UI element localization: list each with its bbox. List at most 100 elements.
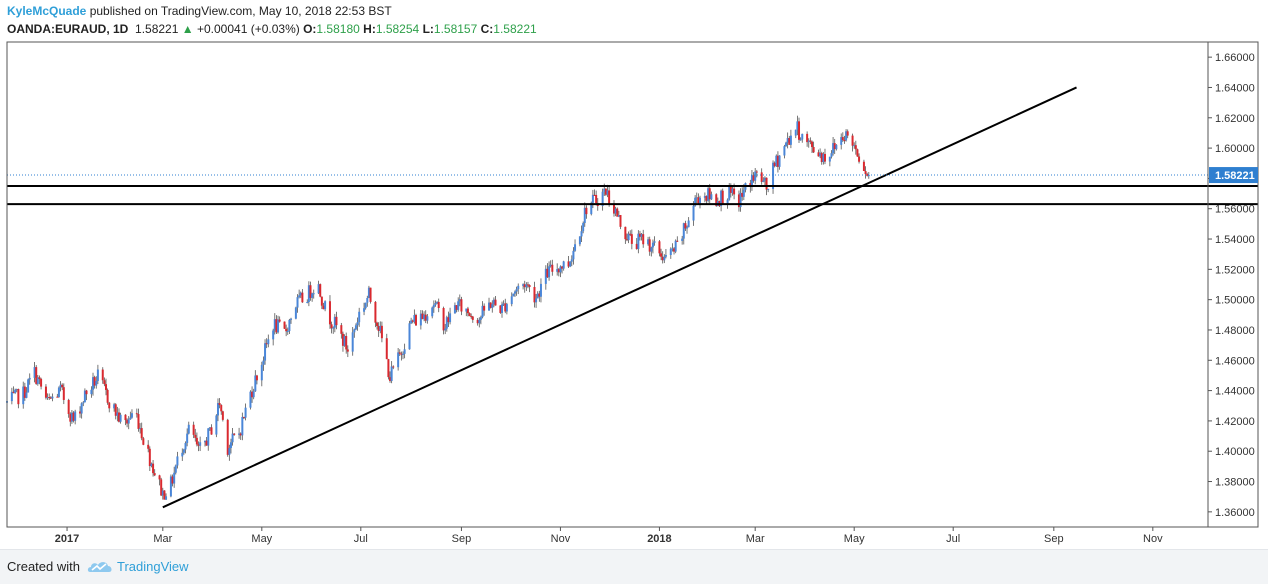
candle-body <box>708 188 711 200</box>
candle-body <box>129 417 132 420</box>
candle-body <box>374 301 377 323</box>
candle-body <box>494 299 497 306</box>
candle <box>638 230 641 241</box>
candle-body <box>788 138 791 145</box>
price-chart[interactable]: 1.660001.640001.620001.600001.580001.560… <box>0 0 1268 549</box>
candle-body <box>676 240 679 242</box>
candle <box>79 406 82 418</box>
candle <box>286 327 289 335</box>
candle <box>95 376 98 389</box>
candle <box>660 248 663 261</box>
candle <box>83 388 86 403</box>
candle-body <box>117 412 120 422</box>
candle-body <box>148 448 151 467</box>
candle <box>841 132 844 142</box>
candle-body <box>674 240 677 252</box>
candle-body <box>92 377 95 390</box>
candle-body <box>376 322 379 327</box>
candle-body <box>453 305 456 314</box>
candle <box>176 451 179 469</box>
symbol-label: OANDA:EURAUD, 1D <box>7 22 129 36</box>
candle-body <box>228 447 231 455</box>
candle <box>379 321 382 334</box>
candle <box>561 265 564 274</box>
candle <box>231 427 234 446</box>
candle <box>192 421 195 439</box>
candle <box>823 148 826 165</box>
candle-body <box>160 479 163 496</box>
candle-body <box>242 417 245 419</box>
candle <box>25 387 28 399</box>
low-label: L: <box>422 22 434 36</box>
candle <box>819 148 822 159</box>
candle-body <box>49 397 52 399</box>
candle-body <box>687 220 690 228</box>
x-tick-label: Nov <box>1143 533 1163 545</box>
candle-body <box>12 391 15 393</box>
candle <box>710 191 713 201</box>
candle <box>216 398 219 422</box>
candle-body <box>74 411 77 421</box>
candle <box>105 378 108 396</box>
candle-body <box>491 304 494 308</box>
candle <box>741 187 744 201</box>
candle-body <box>432 304 435 308</box>
candle <box>421 310 424 320</box>
author-link[interactable]: KyleMcQuade <box>7 4 87 18</box>
candle <box>249 390 252 410</box>
candle-body <box>468 313 471 317</box>
candle <box>22 381 25 409</box>
candle-body <box>614 208 617 214</box>
candle <box>119 412 122 424</box>
candle <box>239 432 242 440</box>
candle-body <box>570 259 573 262</box>
candle-body <box>488 302 491 311</box>
y-tick-label: 1.60000 <box>1215 143 1255 155</box>
candle-body <box>69 414 72 422</box>
candle-body <box>341 333 344 346</box>
candle <box>455 304 458 313</box>
candle-body <box>471 316 474 320</box>
candle-body <box>741 192 744 197</box>
tradingview-brand[interactable]: TradingView <box>117 559 189 574</box>
candle <box>491 300 494 313</box>
candle-body <box>533 286 536 303</box>
close-value: 1.58221 <box>493 22 537 36</box>
trendline <box>162 86 1077 509</box>
high-value: 1.58254 <box>375 22 420 36</box>
candle-body <box>108 402 111 409</box>
candle-body <box>562 261 565 269</box>
candle <box>864 166 867 179</box>
candle <box>513 290 516 297</box>
candle <box>127 416 130 430</box>
candle <box>376 321 379 330</box>
candle <box>512 293 515 297</box>
candle-body <box>324 301 327 310</box>
candle-body <box>317 284 320 294</box>
candle-body <box>80 403 83 414</box>
candle <box>444 323 447 335</box>
candle <box>356 317 359 331</box>
x-tick-label: Mar <box>153 533 172 545</box>
candle <box>330 321 333 334</box>
candle-body <box>216 403 219 416</box>
candle <box>117 408 120 423</box>
candle-body <box>549 264 552 267</box>
candle <box>647 236 650 246</box>
last-price: 1.58221 <box>135 22 179 36</box>
candle-body <box>481 305 484 318</box>
candle <box>301 289 304 303</box>
candle-body <box>62 387 65 400</box>
candle-body <box>705 196 708 201</box>
candle <box>471 315 474 323</box>
candle-body <box>387 359 390 378</box>
candle-body <box>147 444 150 449</box>
candle-body <box>823 153 826 162</box>
candle <box>387 358 390 380</box>
candle-body <box>22 386 25 405</box>
candle-body <box>40 378 43 387</box>
candle <box>220 404 223 415</box>
candle <box>72 411 75 423</box>
candle-body <box>755 171 758 173</box>
x-tick-label: Sep <box>1044 533 1064 545</box>
